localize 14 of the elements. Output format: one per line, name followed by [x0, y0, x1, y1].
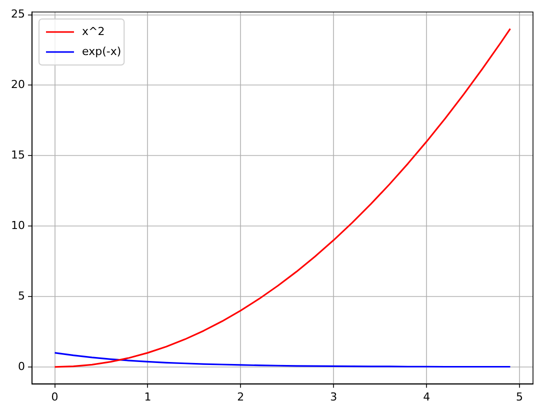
x-tick-label: 5: [516, 390, 524, 404]
y-tick-label: 15: [10, 148, 25, 162]
x-tick-label: 0: [51, 390, 58, 404]
y-tick-label: 20: [10, 78, 25, 92]
x-tick-label: 2: [237, 390, 244, 404]
y-tick-label: 25: [10, 8, 25, 21]
legend-label: x^2: [82, 24, 105, 38]
x-tick-label: 4: [423, 390, 430, 404]
y-tick-label: 0: [18, 360, 25, 373]
y-tick-label: 5: [18, 289, 25, 302]
legend-label: exp(-x): [82, 44, 122, 58]
x-tick-label: 1: [144, 390, 152, 404]
y-tick-label: 10: [10, 218, 25, 232]
x-tick-label: 3: [330, 390, 338, 404]
